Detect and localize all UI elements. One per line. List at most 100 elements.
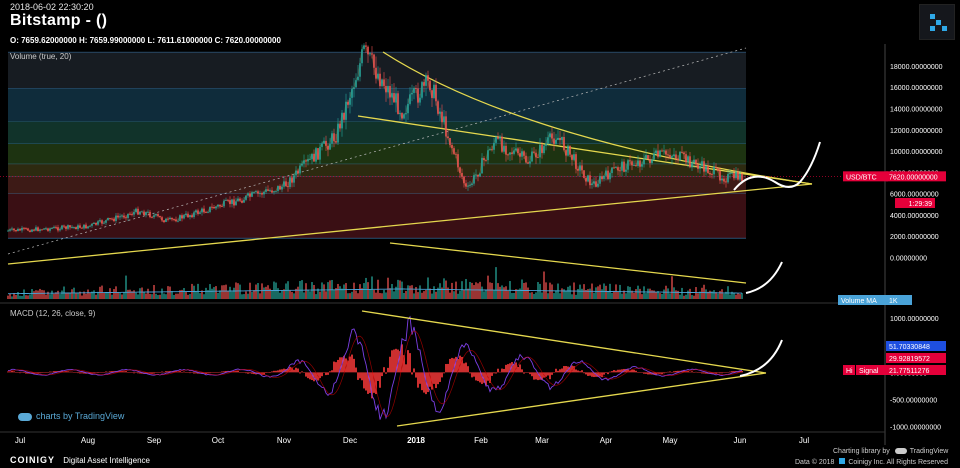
macd-histogram-bar	[665, 372, 667, 373]
charting-library-credit[interactable]: Charting library by TradingView	[833, 448, 948, 455]
candle-body	[349, 97, 351, 105]
candle-body	[81, 227, 83, 229]
volume-bar	[189, 294, 191, 299]
candle-body	[491, 149, 493, 151]
countdown-badge	[895, 198, 935, 208]
volume-bar	[207, 290, 209, 299]
macd-histogram-bar	[423, 372, 425, 393]
macd-histogram-bar	[185, 372, 187, 373]
candle-body	[281, 186, 283, 190]
volume-bar	[309, 291, 311, 299]
price-tick-label: 10000.00000000	[890, 149, 943, 156]
volume-bar	[519, 288, 521, 299]
volume-bar	[631, 290, 633, 299]
price-tick-label: 14000.00000000	[890, 106, 943, 113]
signal-value-badge-text: 29.92819572	[889, 356, 930, 363]
macd-histogram-bar	[617, 369, 619, 373]
candle-body	[699, 166, 701, 169]
volume-bar	[711, 291, 713, 299]
candle-body	[681, 151, 683, 153]
macd-histogram-bar	[245, 372, 247, 374]
candle-body	[263, 191, 265, 195]
copyright-text: Data © 2018	[795, 459, 835, 466]
volume-bar	[15, 294, 17, 299]
macd-histogram-bar	[417, 372, 419, 388]
volume-ma-value-badge	[886, 295, 912, 305]
volume-bar	[57, 290, 59, 299]
volume-bar	[343, 284, 345, 299]
candle-body	[521, 151, 523, 157]
macd-histogram-bar	[409, 353, 411, 373]
candle-body	[41, 229, 43, 231]
macd-histogram-bar	[525, 372, 527, 373]
macd-histogram-bar	[183, 371, 185, 373]
candle-body	[33, 229, 35, 231]
candle-body	[157, 214, 159, 216]
macd-histogram-bar	[399, 351, 401, 373]
macd-histogram-bar	[271, 371, 273, 373]
candle-body	[45, 228, 47, 230]
macd-histogram-bar	[631, 369, 633, 373]
candle-body	[173, 219, 175, 220]
macd-histogram-bar	[603, 372, 605, 375]
volume-bar	[705, 289, 707, 299]
candle-body	[527, 162, 529, 164]
candle-body	[301, 163, 303, 166]
candle-body	[283, 181, 285, 187]
candle-body	[609, 173, 611, 180]
candle-body	[309, 159, 311, 161]
macd-histogram-bar	[17, 372, 19, 373]
volume-bar	[621, 293, 623, 299]
x-tick-label: Oct	[212, 436, 225, 445]
macd-histogram-bar	[123, 371, 125, 373]
candle-body	[169, 217, 171, 220]
price-tick-label: 16000.00000000	[890, 85, 943, 92]
macd-histogram-bar	[429, 372, 431, 387]
volume-bar	[551, 284, 553, 299]
macd-histogram-bar	[495, 372, 497, 374]
volume-bar	[687, 290, 689, 299]
candle-body	[669, 154, 671, 158]
candle-body	[57, 227, 59, 231]
volume-bar	[563, 289, 565, 299]
candle-body	[265, 189, 267, 192]
macd-histogram-bar	[283, 368, 285, 373]
candle-body	[115, 215, 117, 221]
volume-bar	[193, 285, 195, 299]
macd-histogram-bar	[463, 363, 465, 373]
candle-body	[83, 224, 85, 229]
candle-body	[319, 146, 321, 160]
volume-bar	[259, 293, 261, 299]
macd-histogram-bar	[553, 372, 555, 373]
candle-body	[601, 176, 603, 180]
volume-bar	[199, 293, 201, 299]
coinigy-logo-icon[interactable]	[919, 4, 955, 40]
volume-bar	[211, 288, 213, 299]
volume-bar	[421, 292, 423, 299]
volume-bar	[497, 283, 499, 299]
candle-body	[687, 156, 689, 163]
macd-histogram-bar	[453, 358, 455, 373]
candle-body	[95, 222, 97, 225]
candle-body	[581, 165, 583, 171]
macd-value-badge	[886, 341, 946, 351]
volume-bar	[7, 295, 9, 299]
macd-histogram-bar	[387, 367, 389, 373]
candle-body	[217, 204, 219, 207]
macd-pane	[7, 310, 767, 427]
macd-histogram-bar	[479, 372, 481, 383]
candle-body	[685, 154, 687, 163]
volume-bar	[293, 293, 295, 299]
volume-bar	[385, 292, 387, 299]
tradingview-brand-link[interactable]: charts by TradingView	[18, 411, 124, 421]
candle-body	[487, 150, 489, 161]
volume-bar	[67, 292, 69, 299]
macd-histogram-bar	[51, 371, 53, 373]
macd-histogram-bar	[329, 371, 331, 373]
candle-body	[37, 227, 39, 231]
coinigy-footer-brand[interactable]: COINIGY Digital Asset Intelligence	[10, 455, 150, 465]
candle-body	[443, 116, 445, 123]
volume-bar	[349, 293, 351, 299]
macd-histogram-bar	[37, 372, 39, 374]
